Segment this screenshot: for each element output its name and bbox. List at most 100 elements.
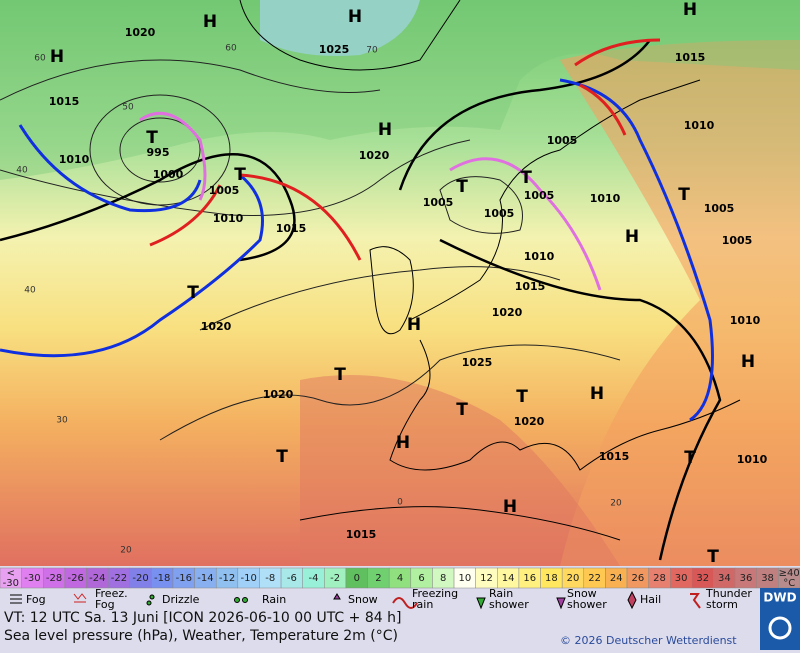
- isobar-label: 1005: [423, 196, 454, 209]
- pressure-center: T: [146, 128, 158, 148]
- pressure-center: T: [456, 400, 468, 420]
- pressure-center: T: [187, 283, 199, 303]
- pressure-center: T: [276, 447, 288, 467]
- scale-label: 16: [523, 573, 536, 584]
- scale-label: 6: [418, 573, 424, 584]
- isobars: [0, 59, 621, 441]
- isobar-label: 1010: [590, 192, 621, 205]
- grid-label: 20: [120, 546, 132, 556]
- legend-label: Fog: [26, 593, 46, 606]
- isobar-label: 1005: [524, 189, 555, 202]
- isobar-label: 1010: [524, 250, 555, 263]
- scale-label: -8: [265, 573, 275, 584]
- scale-label: -2: [330, 573, 340, 584]
- scale-high-label: °C: [783, 578, 795, 589]
- isobar-label: 1010: [684, 119, 715, 132]
- isobar-label: 1015: [276, 222, 307, 235]
- scale-label: 12: [480, 573, 493, 584]
- legend-label: Thunder storm: [705, 587, 752, 611]
- grid-label: 60: [34, 54, 46, 64]
- legend-label: Rain shower: [489, 587, 529, 611]
- valid-time: VT: 12 UTC Sa. 13 Juni [ICON 2026-06-10 …: [4, 610, 401, 626]
- isobar-label: 1015: [346, 528, 377, 541]
- pressure-centers: H H H H T H T T T H H T T H T T H H T H T T T: [50, 0, 755, 567]
- legend-label: Snow shower: [567, 587, 607, 611]
- scale-label: -24: [89, 573, 105, 584]
- scale-label: 22: [588, 573, 601, 584]
- isobar-label: 1025: [462, 356, 493, 369]
- isobar-label: 1005: [484, 207, 515, 220]
- scale-label: -22: [111, 573, 127, 584]
- isobar-label: 995: [147, 146, 170, 159]
- scale-label: 8: [440, 573, 446, 584]
- pressure-center: H: [625, 227, 639, 247]
- main-isobars: [0, 39, 722, 561]
- scale-label: -4: [309, 573, 319, 584]
- scale-label: -10: [240, 573, 256, 584]
- grid-label: 30: [56, 416, 68, 426]
- isobar-label: 1020: [492, 306, 523, 319]
- scale-label: 34: [718, 573, 731, 584]
- pressure-center: H: [378, 120, 392, 140]
- isobar-label: 1005: [209, 184, 240, 197]
- scale-high-label: ≥40: [779, 568, 800, 579]
- grid-label: 50: [122, 103, 134, 113]
- scale-label: -18: [154, 573, 170, 584]
- scale-label: 38: [761, 573, 774, 584]
- legend-label: Hail: [640, 593, 661, 606]
- pressure-center: H: [741, 352, 755, 372]
- scale-low-label: -30: [3, 578, 19, 589]
- pressure-center: H: [203, 12, 217, 32]
- scale-label: -26: [68, 573, 84, 584]
- pressure-center: T: [234, 165, 246, 185]
- description: Sea level pressure (hPa), Weather, Tempe…: [4, 628, 398, 644]
- isobar-label: 1020: [359, 149, 390, 162]
- grid-label: 0: [397, 498, 403, 508]
- grid-label: 60: [225, 44, 237, 54]
- legend-label: Freezing rain: [412, 587, 458, 611]
- logo-text: DWD: [763, 591, 796, 605]
- legend-label: Snow: [348, 593, 378, 606]
- isobar-label: 1010: [59, 153, 90, 166]
- isobar-label: 1020: [514, 415, 545, 428]
- weather-legend: Fog Freez. Fog Drizzle Rain Snow Freezing rain R…: [10, 587, 752, 611]
- grid-labels: 60 50 40 40 30 20 0 20 70 60: [16, 44, 622, 556]
- temperature-scale: <-30 -30 -28 -26 -24 -22 -20 -18 -16 -14 -12 -10 -8-…: [0, 567, 800, 589]
- scale-label: -12: [219, 573, 235, 584]
- pressure-center: H: [396, 433, 410, 453]
- grid-label: 20: [610, 499, 622, 509]
- pressure-center: H: [407, 315, 421, 335]
- pressure-center: T: [678, 185, 690, 205]
- grid-label: 40: [16, 166, 28, 176]
- fronts: [0, 38, 714, 422]
- isobar-label: 1010: [730, 314, 761, 327]
- scale-label: -20: [132, 573, 148, 584]
- cold-area: [260, 0, 420, 56]
- pressure-center: T: [684, 448, 696, 468]
- scale-label: -28: [46, 573, 62, 584]
- isobar-label: 1015: [599, 450, 630, 463]
- scale-low-label: <: [7, 568, 15, 579]
- legend-label: Drizzle: [162, 593, 200, 606]
- isobar-label: 1000: [153, 168, 184, 181]
- scale-label: 28: [653, 573, 666, 584]
- coastlines: [239, 0, 741, 541]
- hot-area: [300, 375, 620, 566]
- warm-area: [560, 40, 800, 566]
- isobar-label: 1020: [201, 320, 232, 333]
- scale-label: 18: [545, 573, 558, 584]
- scale-label: 20: [567, 573, 580, 584]
- scale-label: -30: [24, 573, 40, 584]
- pressure-center: H: [590, 384, 604, 404]
- isobar-label: 1010: [737, 453, 768, 466]
- scale-label: 4: [397, 573, 403, 584]
- pressure-center: T: [334, 365, 346, 385]
- pressure-center: H: [503, 497, 517, 517]
- isobar-label: 1015: [49, 95, 80, 108]
- isobar-label: 1010: [213, 212, 244, 225]
- scale-label: 36: [740, 573, 753, 584]
- green-area: [0, 0, 800, 180]
- grid-label: 70: [366, 46, 378, 56]
